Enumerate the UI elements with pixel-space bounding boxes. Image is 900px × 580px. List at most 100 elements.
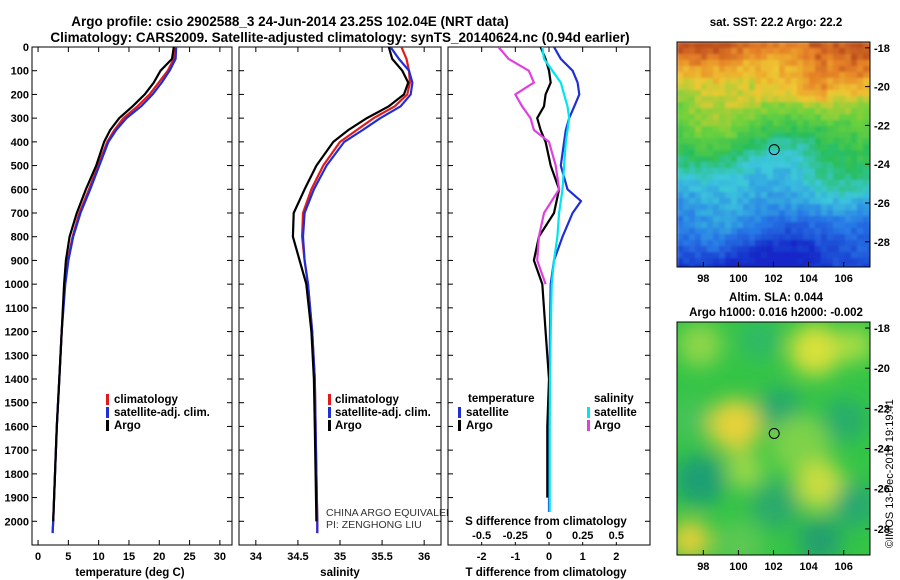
legend-argo: Argo — [335, 420, 362, 432]
x-tick-label: 5 — [65, 551, 71, 563]
sst-cell — [845, 72, 852, 79]
sst-cell — [689, 228, 696, 235]
sst-cell — [767, 186, 774, 193]
sst-cell — [731, 216, 738, 223]
sst-cell — [743, 66, 750, 73]
sst-cell — [773, 156, 780, 163]
sst-cell — [845, 258, 852, 265]
sst-cell — [815, 48, 822, 55]
sst-cell — [779, 48, 786, 55]
sst-cell — [677, 84, 684, 91]
sst-cell — [815, 114, 822, 121]
sst-cell — [851, 54, 858, 61]
sst-cell — [731, 120, 738, 127]
sst-cell — [803, 246, 810, 253]
sst-cell — [743, 258, 750, 265]
sst-cell — [701, 222, 708, 229]
sst-cell — [725, 198, 732, 205]
sst-cell — [701, 186, 708, 193]
sst-cell — [731, 264, 738, 267]
sst-cell — [833, 258, 840, 265]
sla-blob — [751, 481, 799, 529]
sst-cell — [863, 78, 870, 85]
sst-cell — [821, 126, 828, 133]
sst-cell — [677, 114, 684, 121]
sst-cell — [737, 108, 744, 115]
sst-cell — [749, 168, 756, 175]
sst-cell — [737, 120, 744, 127]
sst-cell — [713, 126, 720, 133]
sst-cell — [809, 42, 816, 49]
map-x-label: 98 — [697, 273, 709, 285]
sst-cell — [863, 114, 870, 121]
sst-cell — [827, 264, 834, 267]
sla-blob — [677, 520, 710, 555]
sst-cell — [701, 180, 708, 187]
sst-cell — [839, 78, 846, 85]
sst-cell — [839, 240, 846, 247]
sst-cell — [773, 102, 780, 109]
sst-cell — [863, 180, 870, 187]
legend-s-argo-swatch — [587, 420, 590, 431]
sst-cell — [743, 102, 750, 109]
sst-cell — [773, 90, 780, 97]
sst-cell — [755, 204, 762, 211]
sst-cell — [803, 54, 810, 61]
sst-cell — [815, 144, 822, 151]
sst-cell — [737, 252, 744, 259]
sst-cell — [719, 228, 726, 235]
salinity-plot-frame — [238, 46, 442, 546]
sst-cell — [803, 114, 810, 121]
sst-cell — [797, 114, 804, 121]
sst-cell — [725, 126, 732, 133]
sst-cell — [755, 168, 762, 175]
sst-cell — [731, 96, 738, 103]
sst-cell — [851, 90, 858, 97]
sst-cell — [707, 228, 714, 235]
sst-cell — [785, 162, 792, 169]
sst-cell — [713, 192, 720, 199]
sst-cell — [803, 252, 810, 259]
sst-cell — [797, 180, 804, 187]
sst-cell — [749, 150, 756, 157]
sst-cell — [743, 150, 750, 157]
sst-cell — [791, 228, 798, 235]
difference-xlabel-top: S difference from climatology — [465, 516, 627, 528]
sst-cell — [785, 204, 792, 211]
sst-cell — [731, 186, 738, 193]
sst-cell — [827, 192, 834, 199]
sst-cell — [701, 228, 708, 235]
sst-cell — [767, 96, 774, 103]
legend-s-argo: Argo — [594, 420, 621, 432]
sst-cell — [731, 102, 738, 109]
sst-cell — [791, 168, 798, 175]
sst-cell — [749, 54, 756, 61]
sst-cell — [833, 240, 840, 247]
sst-cell — [845, 108, 852, 115]
sst-cell — [695, 156, 702, 163]
sst-cell — [827, 54, 834, 61]
sst-cell — [779, 174, 786, 181]
sst-cell — [773, 60, 780, 67]
sst-cell — [707, 246, 714, 253]
depth-tick-label: 1100 — [5, 303, 29, 315]
sst-cell — [803, 96, 810, 103]
sst-cell — [737, 192, 744, 199]
sst-cell — [683, 246, 690, 253]
sst-cell — [791, 102, 798, 109]
sst-cell — [731, 204, 738, 211]
sst-cell — [809, 252, 816, 259]
sst-cell — [803, 72, 810, 79]
legend-satellite: satellite-adj. clim. — [335, 407, 431, 419]
salinity-depth-ticks — [239, 46, 441, 522]
sst-cell — [809, 72, 816, 79]
sst-cell — [833, 126, 840, 133]
sst-cell — [863, 60, 870, 67]
sst-cell — [677, 198, 684, 205]
sst-cell — [857, 234, 864, 241]
sst-cell — [761, 144, 768, 151]
sst-cell — [749, 216, 756, 223]
sst-cell — [785, 180, 792, 187]
sst-cell — [689, 48, 696, 55]
sst-cell — [851, 60, 858, 67]
